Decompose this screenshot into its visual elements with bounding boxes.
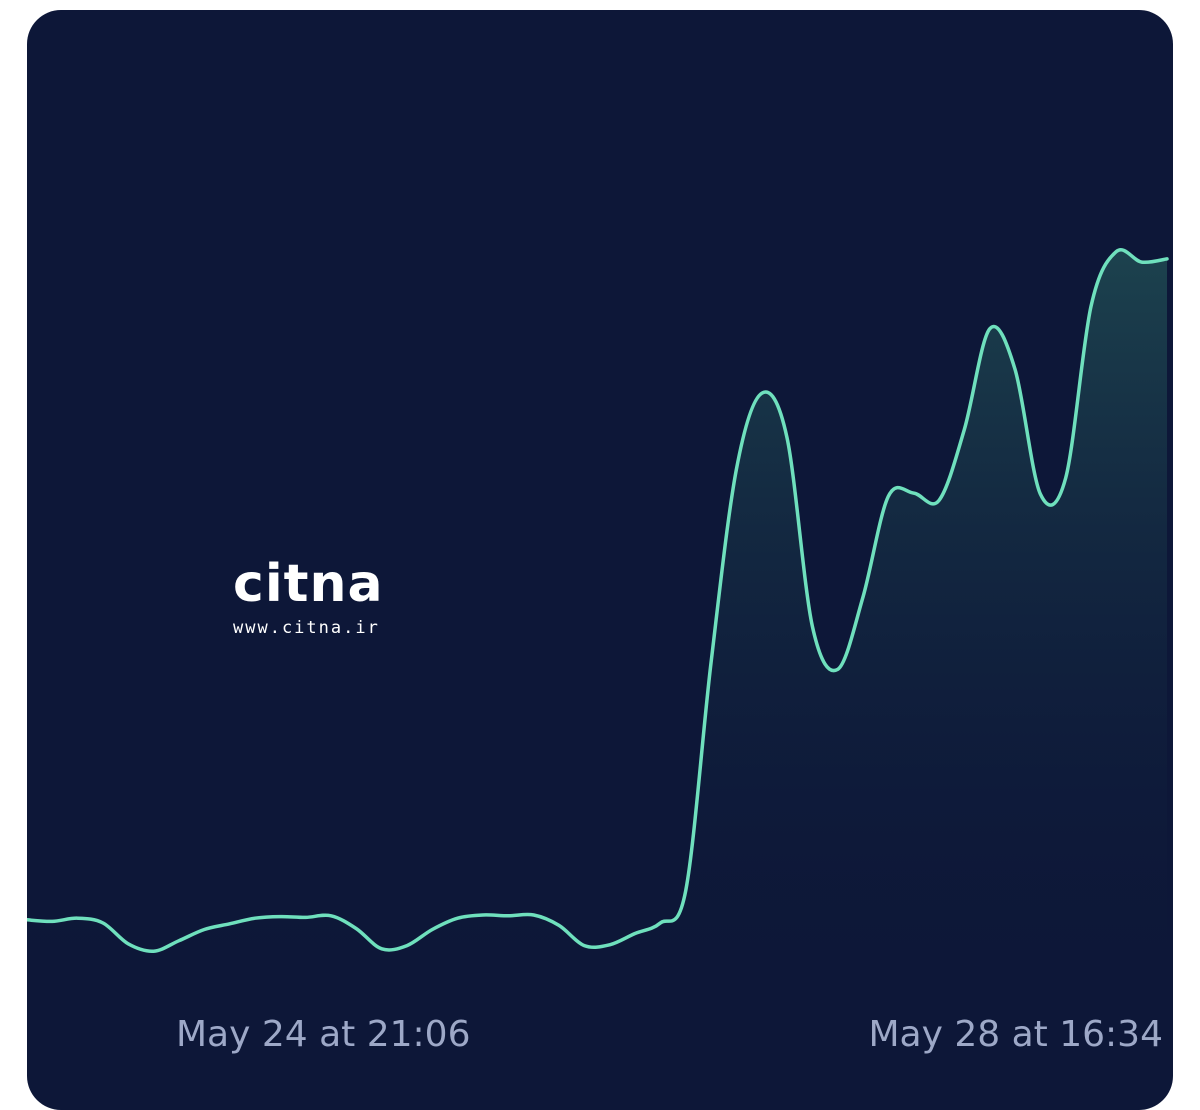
- data-point-39: [1014, 368, 1016, 370]
- area-chart: [27, 248, 1169, 986]
- data-point-19: [507, 915, 509, 917]
- data-point-4: [127, 943, 129, 945]
- data-point-21: [558, 924, 560, 926]
- data-point-1: [51, 920, 53, 922]
- data-point-20: [533, 914, 535, 916]
- data-point-36: [938, 499, 940, 501]
- data-point-13: [355, 928, 357, 930]
- citna-watermark: citna www.citna.ir: [233, 558, 413, 638]
- data-point-38: [989, 328, 991, 330]
- series-line: [27, 248, 1169, 953]
- data-point-29: [761, 392, 763, 394]
- data-point-24: [634, 933, 636, 935]
- data-point-3: [102, 922, 104, 924]
- data-point-14: [381, 948, 383, 950]
- data-point-26: [685, 890, 687, 892]
- data-point-33: [862, 596, 864, 598]
- data-point-11: [305, 916, 307, 918]
- data-point-8: [229, 923, 231, 925]
- data-point-43: [1115, 251, 1117, 253]
- data-point-22: [583, 945, 585, 947]
- data-point-9: [254, 917, 256, 919]
- data-point-15: [406, 945, 408, 947]
- data-point-6: [178, 940, 180, 942]
- data-point-31: [811, 625, 813, 627]
- data-point-37: [963, 429, 965, 431]
- x-axis-start-label: May 24 at 21:06: [176, 1014, 471, 1055]
- data-point-44: [1141, 261, 1143, 263]
- chart-card: citna www.citna.ir May 24 at 21:06 May 2…: [27, 10, 1173, 1110]
- data-point-23: [609, 944, 611, 946]
- data-point-41: [1065, 477, 1067, 479]
- data-point-40: [1039, 493, 1041, 495]
- data-point-12: [330, 915, 332, 917]
- data-point-34: [887, 495, 889, 497]
- data-point-2: [77, 917, 79, 919]
- x-axis-end-label: May 28 at 16:34: [868, 1014, 1164, 1055]
- data-point-5: [153, 950, 155, 952]
- data-point-27: [710, 662, 712, 664]
- series-area: [27, 249, 1167, 986]
- data-point-28: [735, 469, 737, 471]
- data-point-7: [203, 929, 205, 931]
- data-point-45: [1166, 258, 1168, 260]
- watermark-url: www.citna.ir: [233, 618, 380, 638]
- citna-logo: citna: [233, 554, 384, 614]
- data-point-25: [659, 922, 661, 924]
- data-point-16: [431, 929, 433, 931]
- data-point-35: [913, 492, 915, 494]
- data-point-10: [279, 916, 281, 918]
- data-point-42: [1090, 305, 1092, 307]
- data-point-30: [786, 437, 788, 439]
- data-point-17: [457, 917, 459, 919]
- data-point-18: [482, 914, 484, 916]
- data-point-32: [837, 668, 839, 670]
